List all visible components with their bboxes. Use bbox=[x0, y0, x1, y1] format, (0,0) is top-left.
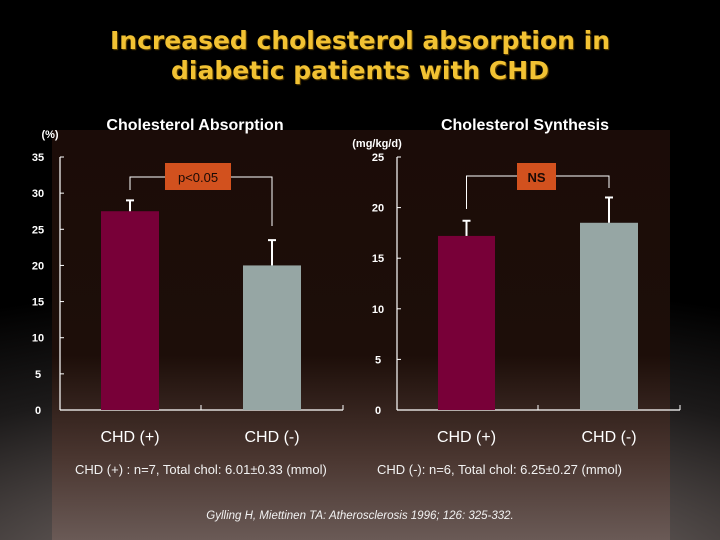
y-tick-label: 10 bbox=[32, 333, 44, 345]
significance-box bbox=[517, 163, 556, 190]
bar-chd-minus bbox=[243, 265, 301, 410]
footnote-chd-minus: CHD (-): n=6, Total chol: 6.25±0.27 (mmo… bbox=[377, 462, 622, 477]
y-tick-label: 10 bbox=[372, 304, 384, 316]
title-line-2: diabetic patients with CHD bbox=[171, 56, 549, 85]
y-tick-label: 20 bbox=[372, 203, 384, 215]
y-axis-unit-label: (mg/kg/d) bbox=[352, 138, 402, 150]
footnote-chd-plus: CHD (+) : n=7, Total chol: 6.01±0.33 (mm… bbox=[75, 462, 327, 477]
y-tick-label: 15 bbox=[372, 253, 384, 265]
significance-label: NS bbox=[527, 170, 545, 185]
y-tick-label: 0 bbox=[375, 405, 381, 417]
significance-box bbox=[165, 163, 231, 190]
y-tick-label: 25 bbox=[372, 152, 384, 164]
title-line-1: Increased cholesterol absorption in bbox=[110, 26, 610, 55]
y-tick-label: 35 bbox=[32, 152, 44, 164]
x-category-label: CHD (-) bbox=[244, 429, 299, 446]
x-category-label: CHD (+) bbox=[437, 429, 496, 446]
chart-title: Cholesterol Synthesis bbox=[441, 117, 609, 134]
x-category-label: CHD (-) bbox=[581, 429, 636, 446]
slide-title: Increased cholesterol absorption in diab… bbox=[0, 26, 720, 86]
y-tick-label: 15 bbox=[32, 297, 44, 309]
y-tick-label: 20 bbox=[32, 260, 44, 272]
significance-label: p<0.05 bbox=[178, 170, 218, 185]
y-tick-label: 25 bbox=[32, 224, 44, 236]
y-tick-label: 30 bbox=[32, 188, 44, 200]
bar-chd-minus bbox=[580, 222, 638, 410]
chart-title: Cholesterol Absorption bbox=[106, 117, 283, 134]
y-tick-label: 5 bbox=[375, 354, 381, 366]
citation: Gylling H, Miettinen TA: Atherosclerosis… bbox=[206, 510, 514, 522]
bar-chd-plus bbox=[101, 211, 159, 410]
y-axis-unit-label: (%) bbox=[41, 129, 58, 141]
y-tick-label: 5 bbox=[35, 369, 41, 381]
bar-chd-plus bbox=[438, 235, 495, 410]
y-tick-label: 0 bbox=[35, 405, 41, 417]
x-category-label: CHD (+) bbox=[100, 429, 159, 446]
